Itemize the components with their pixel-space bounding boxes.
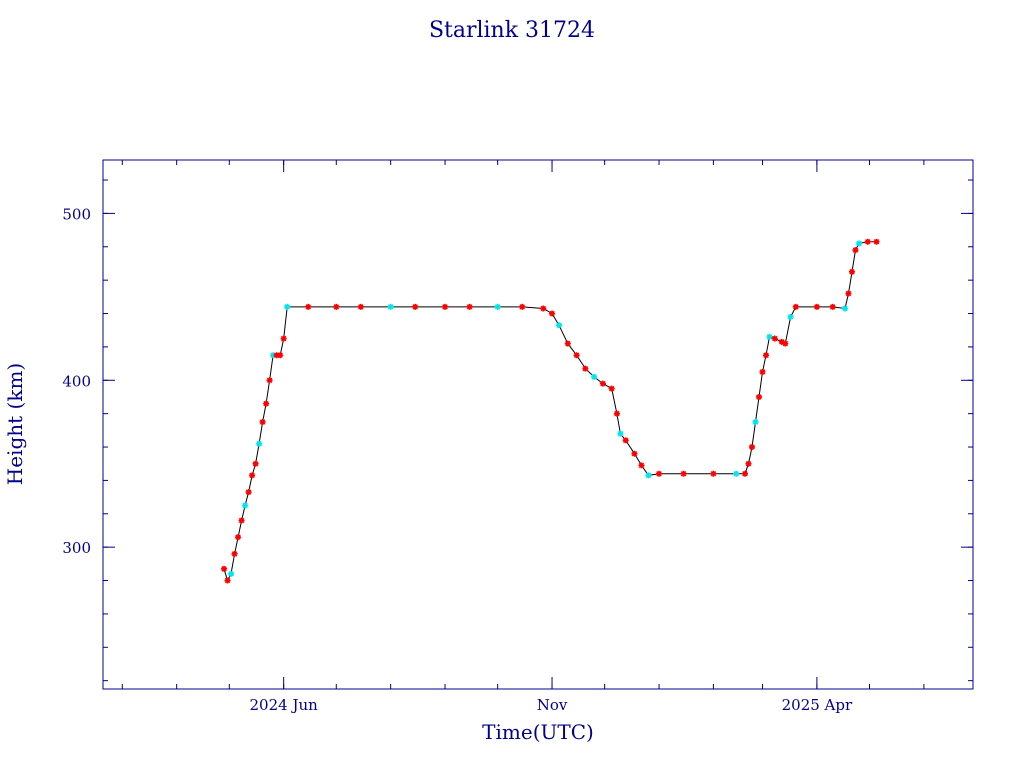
data-point [645, 472, 652, 479]
data-point [591, 373, 598, 380]
axis-tick-labels: 2024 Jun Nov 2025 Apr 300 400 500 [62, 205, 853, 714]
data-point [564, 340, 571, 347]
data-point [829, 303, 836, 310]
data-point [841, 305, 848, 312]
data-point [263, 400, 270, 407]
data-point [710, 470, 717, 477]
data-point [852, 247, 859, 254]
data-point [792, 303, 799, 310]
data-point [277, 352, 284, 359]
data-point [221, 565, 228, 572]
data-point [745, 460, 752, 467]
data-point [573, 352, 580, 359]
data-point [848, 268, 855, 275]
data-point [748, 444, 755, 451]
data-point [556, 322, 563, 329]
data-point [845, 290, 852, 297]
data-point [763, 352, 770, 359]
data-point [622, 437, 629, 444]
data-point [787, 313, 794, 320]
data-point [756, 393, 763, 400]
data-point [305, 303, 312, 310]
data-point [741, 470, 748, 477]
data-point [873, 238, 880, 245]
data-point [280, 335, 287, 342]
data-point [466, 303, 473, 310]
data-point [231, 550, 238, 557]
data-point [249, 472, 256, 479]
data-point [387, 303, 394, 310]
data-point [608, 385, 615, 392]
data-point [613, 410, 620, 417]
x-axis-label: Time(UTC) [482, 720, 594, 744]
y-tick-label: 500 [62, 205, 91, 223]
data-point [540, 305, 547, 312]
data-markers [221, 238, 880, 584]
data-point [631, 450, 638, 457]
data-point [235, 534, 242, 541]
data-point [733, 470, 740, 477]
plot-frame [102, 159, 974, 690]
y-axis-label: Height (km) [3, 363, 27, 485]
y-tick-label: 300 [62, 539, 91, 557]
x-tick-label: 2025 Apr [782, 696, 853, 714]
data-point [442, 303, 449, 310]
data-point [638, 462, 645, 469]
data-point [333, 303, 340, 310]
data-point [582, 365, 589, 372]
data-point [864, 238, 871, 245]
data-point [656, 470, 663, 477]
data-point [759, 368, 766, 375]
x-tick-label: 2024 Jun [250, 696, 319, 714]
data-point [252, 460, 259, 467]
data-point [245, 489, 252, 496]
data-point [617, 430, 624, 437]
data-point [782, 340, 789, 347]
data-point [357, 303, 364, 310]
data-point [599, 380, 606, 387]
data-point [549, 310, 556, 317]
data-point [238, 517, 245, 524]
data-point [494, 303, 501, 310]
series-line [223, 241, 877, 582]
y-tick-label: 400 [62, 372, 91, 390]
data-point [680, 470, 687, 477]
x-tick-label: Nov [537, 696, 568, 714]
data-point [242, 502, 249, 509]
data-point [752, 418, 759, 425]
data-point [519, 303, 526, 310]
data-point [284, 303, 291, 310]
data-point [412, 303, 419, 310]
chart-title: Starlink 31724 [429, 18, 595, 43]
axis-ticks [103, 160, 973, 689]
data-point [256, 440, 263, 447]
data-point [224, 577, 231, 584]
data-point [228, 570, 235, 577]
data-point [771, 335, 778, 342]
data-point [855, 240, 862, 247]
data-point [259, 418, 266, 425]
data-point [813, 303, 820, 310]
data-point [766, 333, 773, 340]
data-point [266, 377, 273, 384]
